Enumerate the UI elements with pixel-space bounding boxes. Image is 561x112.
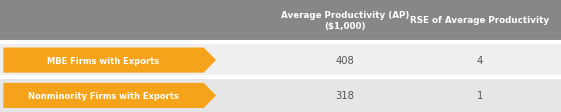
Polygon shape (3, 48, 216, 73)
Text: 318: 318 (335, 91, 355, 101)
FancyBboxPatch shape (0, 80, 561, 112)
Text: 4: 4 (476, 56, 483, 66)
Text: Nonminority Firms with Exports: Nonminority Firms with Exports (28, 91, 179, 100)
Text: RSE of Average Productivity: RSE of Average Productivity (410, 16, 549, 25)
FancyBboxPatch shape (0, 45, 561, 76)
Text: Average Productivity (AP)
($1,000): Average Productivity (AP) ($1,000) (281, 10, 409, 31)
Text: MBE Firms with Exports: MBE Firms with Exports (48, 56, 159, 65)
FancyBboxPatch shape (0, 0, 561, 41)
Text: 1: 1 (476, 91, 483, 101)
Polygon shape (3, 83, 216, 108)
Text: 408: 408 (335, 56, 355, 66)
